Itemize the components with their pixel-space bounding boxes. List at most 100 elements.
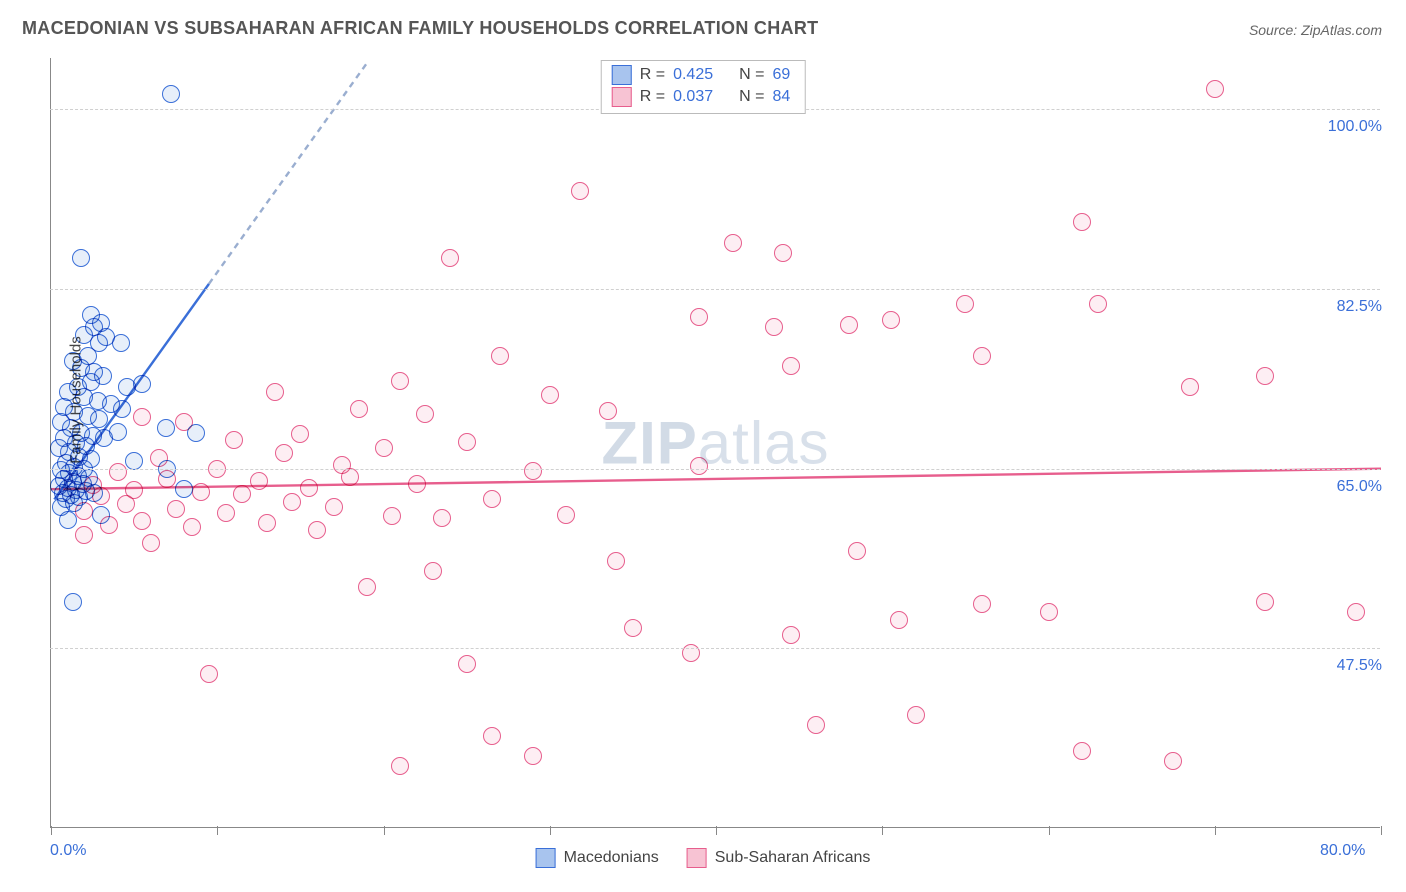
data-point [225, 431, 243, 449]
y-tick-label: 65.0% [1337, 478, 1382, 496]
data-point [325, 498, 343, 516]
r-value-blue: 0.425 [673, 66, 713, 84]
data-point [1256, 593, 1274, 611]
y-tick-label: 47.5% [1337, 657, 1382, 675]
data-point [956, 295, 974, 313]
data-point [557, 506, 575, 524]
data-point [358, 578, 376, 596]
data-point [200, 665, 218, 683]
data-point [275, 444, 293, 462]
data-point [391, 372, 409, 390]
data-point [1256, 367, 1274, 385]
data-point [782, 357, 800, 375]
swatch-blue-bottom [536, 848, 556, 868]
data-point [907, 706, 925, 724]
data-point [383, 507, 401, 525]
data-point [341, 468, 359, 486]
data-point [283, 493, 301, 511]
data-point [541, 386, 559, 404]
data-point [1164, 752, 1182, 770]
data-point [1206, 80, 1224, 98]
data-point [133, 375, 151, 393]
swatch-pink [612, 87, 632, 107]
legend-item-blue: Macedonians [536, 848, 659, 868]
data-point [217, 504, 235, 522]
legend-item-pink: Sub-Saharan Africans [687, 848, 871, 868]
legend-label-blue: Macedonians [564, 849, 659, 867]
data-point [483, 490, 501, 508]
data-point [1181, 378, 1199, 396]
grid-line [50, 469, 1380, 470]
data-point [112, 334, 130, 352]
n-label-blue: N = [739, 66, 764, 84]
x-tick [1381, 826, 1382, 835]
data-point [424, 562, 442, 580]
x-tick [1215, 826, 1216, 835]
data-point [167, 500, 185, 518]
data-point [308, 521, 326, 539]
data-point [391, 757, 409, 775]
r-value-pink: 0.037 [673, 88, 713, 106]
y-tick-label: 82.5% [1337, 298, 1382, 316]
legend-label-pink: Sub-Saharan Africans [715, 849, 871, 867]
data-point [133, 512, 151, 530]
data-point [187, 424, 205, 442]
plot-area: ZIPatlas [50, 58, 1380, 828]
data-point [142, 534, 160, 552]
data-point [690, 308, 708, 326]
data-point [524, 747, 542, 765]
x-tick-label: 0.0% [50, 842, 86, 860]
data-point [599, 402, 617, 420]
data-point [258, 514, 276, 532]
data-point [491, 347, 509, 365]
data-point [408, 475, 426, 493]
data-point [848, 542, 866, 560]
data-point [1073, 213, 1091, 231]
data-point [433, 509, 451, 527]
data-point [1040, 603, 1058, 621]
n-value-blue: 69 [772, 66, 790, 84]
data-point [774, 244, 792, 262]
data-point [682, 644, 700, 662]
data-point [571, 182, 589, 200]
data-point [250, 472, 268, 490]
data-point [113, 400, 131, 418]
x-tick [217, 826, 218, 835]
data-point [624, 619, 642, 637]
grid-line [50, 648, 1380, 649]
data-point [291, 425, 309, 443]
data-point [458, 655, 476, 673]
data-point [1347, 603, 1365, 621]
n-value-pink: 84 [772, 88, 790, 106]
data-point [607, 552, 625, 570]
data-point [85, 484, 103, 502]
data-point [441, 249, 459, 267]
swatch-blue [612, 65, 632, 85]
data-point [890, 611, 908, 629]
data-point [1073, 742, 1091, 760]
x-tick-label: 80.0% [1320, 842, 1365, 860]
x-tick [51, 826, 52, 835]
data-point [109, 463, 127, 481]
data-point [175, 480, 193, 498]
data-point [64, 593, 82, 611]
data-point [72, 249, 90, 267]
y-tick-label: 100.0% [1328, 118, 1382, 136]
data-point [109, 423, 127, 441]
data-point [350, 400, 368, 418]
data-point [724, 234, 742, 252]
data-point [882, 311, 900, 329]
data-point [157, 419, 175, 437]
data-point [183, 518, 201, 536]
data-point [765, 318, 783, 336]
data-point [1089, 295, 1107, 313]
data-point [92, 506, 110, 524]
data-point [59, 511, 77, 529]
legend-row-blue: R = 0.425 N = 69 [612, 65, 791, 85]
correlation-legend: R = 0.425 N = 69 R = 0.037 N = 84 [601, 60, 806, 114]
data-point [75, 526, 93, 544]
data-point [375, 439, 393, 457]
data-point [266, 383, 284, 401]
plot-container: ZIPatlas [50, 58, 1380, 828]
data-point [117, 495, 135, 513]
